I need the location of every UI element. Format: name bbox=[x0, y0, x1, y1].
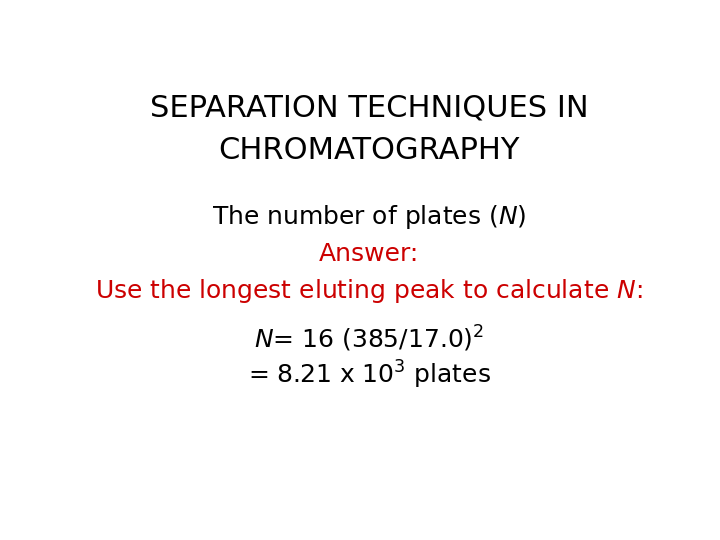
Text: The number of plates ($\it{N}$): The number of plates ($\it{N}$) bbox=[212, 202, 526, 231]
Text: SEPARATION TECHNIQUES IN: SEPARATION TECHNIQUES IN bbox=[150, 94, 588, 123]
Text: $\it{N}$= 16 (385/17.0)$^2$: $\it{N}$= 16 (385/17.0)$^2$ bbox=[254, 324, 484, 354]
Text: Use the longest eluting peak to calculate $\it{N}$:: Use the longest eluting peak to calculat… bbox=[95, 278, 643, 306]
Text: CHROMATOGRAPHY: CHROMATOGRAPHY bbox=[218, 136, 520, 165]
Text: Answer:: Answer: bbox=[319, 242, 419, 266]
Text: = 8.21 x 10$^3$ plates: = 8.21 x 10$^3$ plates bbox=[248, 359, 490, 390]
